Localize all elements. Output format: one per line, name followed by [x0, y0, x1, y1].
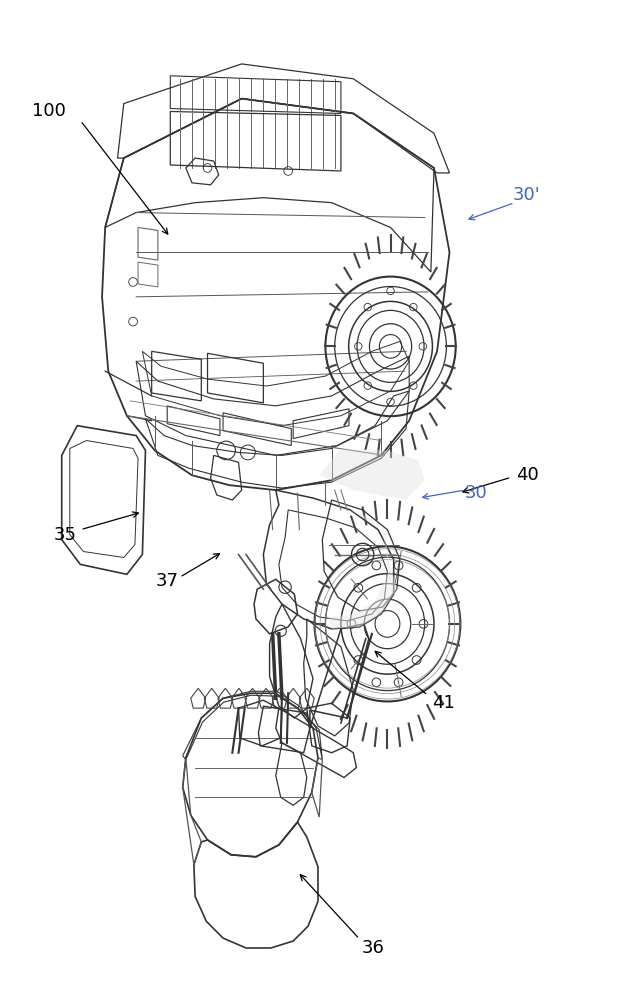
- Polygon shape: [329, 510, 397, 629]
- Text: 40: 40: [516, 466, 538, 484]
- Text: 37: 37: [156, 572, 178, 590]
- Text: 30: 30: [464, 484, 488, 502]
- Text: 30': 30': [513, 186, 541, 204]
- Text: 35: 35: [53, 526, 76, 544]
- Text: 100: 100: [33, 102, 66, 120]
- Text: 41: 41: [432, 694, 454, 712]
- Polygon shape: [319, 448, 424, 500]
- Text: 36: 36: [362, 939, 384, 957]
